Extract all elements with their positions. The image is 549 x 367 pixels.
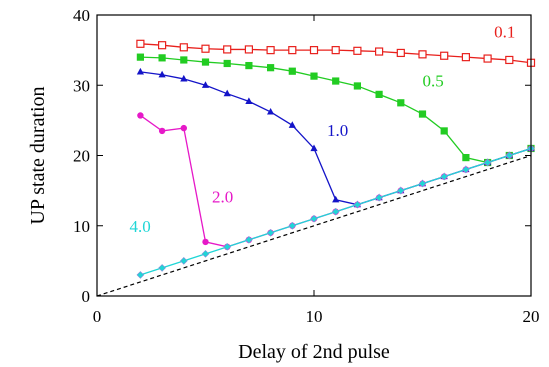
data-point-0.1 (505, 55, 514, 65)
data-point-1.0 (223, 89, 231, 97)
data-point-0.1 (244, 45, 253, 54)
x-tick-label: 10 (306, 307, 323, 326)
x-tick-label: 20 (523, 307, 540, 326)
data-point-0.1 (223, 45, 232, 54)
data-point-1.0 (267, 107, 275, 115)
data-point-1.0 (180, 74, 188, 82)
data-point-4.0 (483, 158, 492, 167)
data-point-0.1 (483, 54, 492, 63)
data-point-0.1 (266, 46, 275, 55)
data-point-2.0 (202, 238, 209, 246)
data-point-1.0 (201, 81, 210, 88)
series-0.1 (136, 39, 536, 67)
data-point-0.1 (136, 39, 145, 48)
data-point-4.0 (396, 186, 405, 195)
data-point-0.1 (461, 53, 470, 62)
data-point-0.5 (245, 61, 253, 70)
data-point-0.5 (158, 54, 166, 62)
data-point-0.1 (331, 46, 340, 55)
data-point-0.5 (201, 58, 210, 66)
data-point-1.0 (310, 144, 318, 152)
data-point-0.1 (158, 41, 167, 50)
data-point-0.1 (201, 44, 210, 53)
data-point-0.5 (418, 110, 427, 118)
series-label-0.5: 0.5 (423, 72, 444, 91)
data-point-4.0 (223, 243, 232, 251)
series-label-2.0: 2.0 (212, 188, 233, 207)
y-axis-title: UP state duration (27, 86, 49, 224)
data-point-0.1 (375, 47, 384, 56)
data-point-4.0 (288, 221, 297, 230)
data-point-0.1 (288, 46, 297, 55)
data-point-4.0 (462, 165, 470, 174)
identity-reference-line (96, 154, 532, 297)
data-point-0.5 (288, 67, 296, 75)
series-label-4.0: 4.0 (130, 217, 151, 236)
data-point-0.5 (180, 56, 188, 64)
data-point-4.0 (136, 271, 145, 279)
data-point-0.5 (266, 64, 275, 72)
y-tick-label: 30 (73, 76, 90, 95)
data-point-0.5 (332, 77, 340, 85)
data-point-4.0 (375, 193, 383, 202)
data-point-4.0 (201, 250, 210, 258)
data-point-0.5 (440, 127, 448, 135)
data-point-1.0 (136, 67, 144, 75)
series-label-0.1: 0.1 (494, 22, 515, 41)
data-point-0.1 (309, 46, 319, 55)
x-axis-title: Delay of 2nd pulse (238, 341, 390, 363)
data-point-4.0 (418, 179, 427, 188)
series-0.5 (136, 53, 535, 167)
data-point-4.0 (245, 235, 253, 244)
data-point-0.5 (223, 59, 231, 68)
data-point-1.0 (158, 70, 166, 78)
data-point-0.1 (179, 43, 188, 52)
data-point-4.0 (310, 214, 318, 223)
data-point-0.1 (396, 48, 405, 58)
data-point-0.5 (397, 99, 405, 107)
data-point-0.5 (136, 53, 144, 61)
series-4.0 (136, 144, 535, 279)
data-point-1.0 (245, 97, 253, 105)
data-point-4.0 (179, 257, 188, 265)
data-point-0.1 (418, 50, 427, 59)
ticks-layer: 0 10 20 0 10 20 30 40 (73, 6, 540, 326)
data-point-2.0 (158, 127, 166, 135)
data-point-0.1 (353, 46, 362, 55)
series-label-1.0: 1.0 (327, 121, 348, 140)
data-point-0.5 (462, 154, 470, 162)
series-line-0.5 (140, 56, 532, 164)
data-point-0.5 (353, 82, 362, 90)
data-point-4.0 (353, 200, 362, 209)
data-point-0.5 (310, 72, 318, 80)
data-point-4.0 (505, 151, 514, 160)
data-point-1.0 (332, 195, 340, 203)
data-point-4.0 (266, 228, 275, 237)
data-point-2.0 (137, 112, 144, 119)
y-tick-label: 0 (82, 287, 91, 306)
data-point-0.5 (375, 90, 383, 98)
series-layer (136, 39, 536, 279)
x-tick-label: 0 (93, 307, 102, 326)
y-tick-label: 40 (73, 6, 90, 25)
data-point-4.0 (331, 207, 340, 216)
data-point-1.0 (288, 121, 296, 128)
reference-line-layer (96, 154, 532, 297)
y-tick-label: 10 (73, 217, 90, 236)
data-point-4.0 (440, 172, 449, 181)
data-point-0.1 (440, 51, 449, 60)
data-point-2.0 (180, 124, 187, 132)
y-tick-label: 20 (73, 147, 90, 166)
data-point-4.0 (158, 264, 166, 272)
